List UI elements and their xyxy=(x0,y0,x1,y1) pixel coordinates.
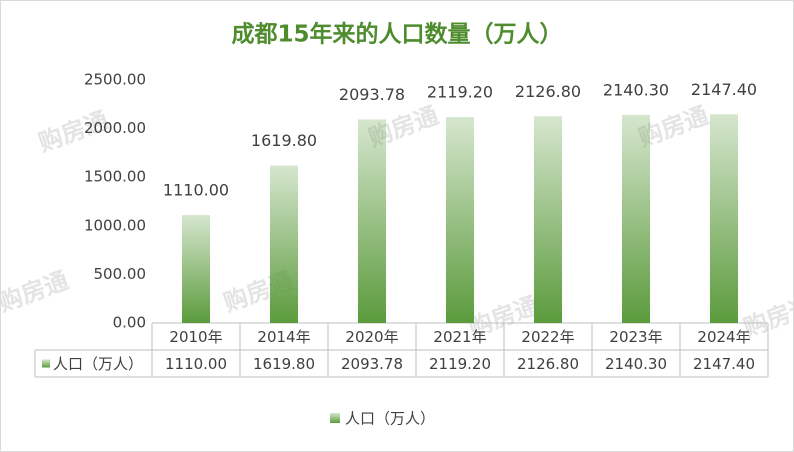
chart-title: 成都15年来的人口数量（万人） xyxy=(231,21,562,48)
data-label: 2147.40 xyxy=(691,80,757,99)
x-tick-label: 2022年 xyxy=(521,328,574,346)
y-tick-label: 1000.00 xyxy=(84,216,146,234)
table-cell: 1619.80 xyxy=(253,355,315,373)
legend-key xyxy=(330,413,340,423)
table-cell: 2119.20 xyxy=(429,355,491,373)
data-label: 2093.78 xyxy=(339,85,405,104)
bar xyxy=(182,215,210,323)
bar xyxy=(358,119,386,323)
bar xyxy=(710,114,738,323)
table-row-header: 人口（万人） xyxy=(53,355,143,373)
bar xyxy=(270,165,298,323)
x-tick-label: 2024年 xyxy=(697,328,750,346)
data-label: 1619.80 xyxy=(251,131,317,150)
y-tick-label: 500.00 xyxy=(94,265,147,283)
bar xyxy=(534,116,562,323)
y-tick-label: 2000.00 xyxy=(84,119,146,137)
data-label: 1110.00 xyxy=(163,181,229,200)
x-tick-label: 2010年 xyxy=(169,328,222,346)
table-cell: 1110.00 xyxy=(165,355,227,373)
data-label: 2140.30 xyxy=(603,80,669,99)
data-label: 2119.20 xyxy=(427,83,493,102)
table-legend-key xyxy=(42,359,50,368)
y-tick-label: 0.00 xyxy=(113,314,146,332)
legend-label: 人口（万人） xyxy=(345,410,435,428)
x-tick-label: 2014年 xyxy=(257,328,310,346)
data-label: 2126.80 xyxy=(515,82,581,101)
x-tick-label: 2020年 xyxy=(345,328,398,346)
table-cell: 2140.30 xyxy=(605,355,667,373)
bar xyxy=(446,117,474,323)
table-cell: 2147.40 xyxy=(693,355,755,373)
bar xyxy=(622,114,650,324)
x-tick-label: 2023年 xyxy=(609,328,662,346)
table-cell: 2126.80 xyxy=(517,355,579,373)
y-tick-label: 1500.00 xyxy=(84,168,146,186)
y-tick-label: 2500.00 xyxy=(84,71,146,89)
table-cell: 2093.78 xyxy=(341,355,403,373)
x-tick-label: 2021年 xyxy=(433,328,486,346)
